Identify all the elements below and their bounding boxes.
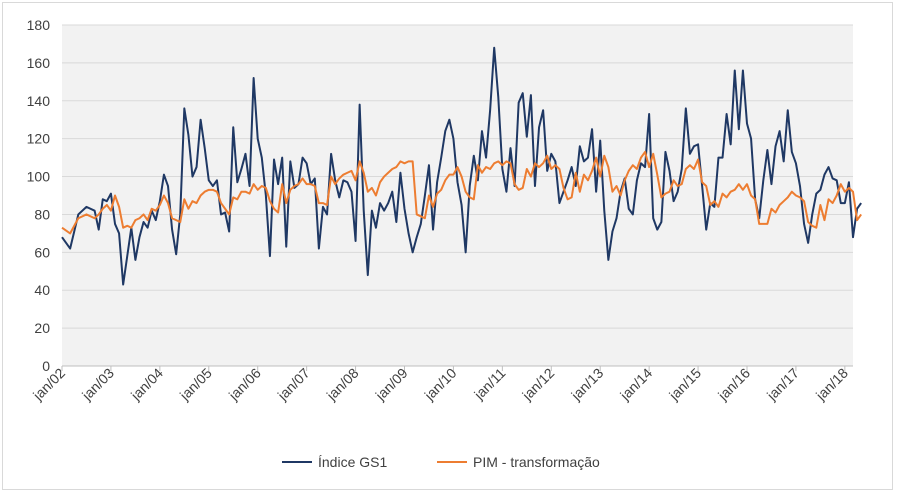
y-tick-label: 120 bbox=[27, 131, 51, 147]
x-tick-label: jan/15 bbox=[665, 365, 704, 404]
x-tick-label: jan/05 bbox=[176, 365, 215, 404]
series-lines bbox=[61, 46, 862, 286]
x-tick-label: jan/17 bbox=[763, 365, 802, 404]
series-line-2 bbox=[61, 150, 862, 235]
x-tick-label: jan/16 bbox=[714, 365, 753, 404]
x-tick-label: jan/07 bbox=[274, 365, 313, 404]
y-tick-label: 40 bbox=[34, 282, 50, 298]
x-tick-label: jan/13 bbox=[567, 365, 606, 404]
legend-label: Índice GS1 bbox=[318, 454, 387, 470]
legend-label: PIM - transformação bbox=[473, 454, 600, 470]
x-tick-label: jan/10 bbox=[421, 365, 460, 404]
x-tick-label: jan/12 bbox=[518, 365, 557, 404]
y-tick-label: 140 bbox=[27, 93, 51, 109]
x-tick-label: jan/03 bbox=[78, 365, 117, 404]
y-tick-label: 0 bbox=[42, 358, 50, 374]
x-tick-label: jan/11 bbox=[470, 365, 508, 403]
y-tick-label: 20 bbox=[34, 320, 50, 336]
x-tick-label: jan/18 bbox=[812, 365, 851, 404]
x-tick-label: jan/14 bbox=[616, 365, 655, 404]
y-tick-label: 80 bbox=[34, 206, 50, 222]
x-axis-ticks: jan/02 jan/03 jan/04 jan/05 jan/06 jan/07 jan/… bbox=[29, 365, 851, 404]
legend: Índice GS1 PIM - transformação bbox=[282, 454, 600, 470]
series-line-1 bbox=[61, 46, 862, 286]
y-tick-label: 60 bbox=[34, 244, 50, 260]
y-tick-label: 100 bbox=[27, 169, 51, 185]
y-axis-ticks: 0 20 40 60 80 100 120 140 160 180 bbox=[27, 17, 51, 374]
x-tick-label: jan/06 bbox=[225, 365, 264, 404]
x-tick-label: jan/09 bbox=[372, 365, 411, 404]
y-tick-label: 180 bbox=[27, 17, 51, 33]
x-tick-label: jan/08 bbox=[323, 365, 362, 404]
y-tick-label: 160 bbox=[27, 55, 51, 71]
x-tick-label: jan/04 bbox=[127, 365, 166, 404]
